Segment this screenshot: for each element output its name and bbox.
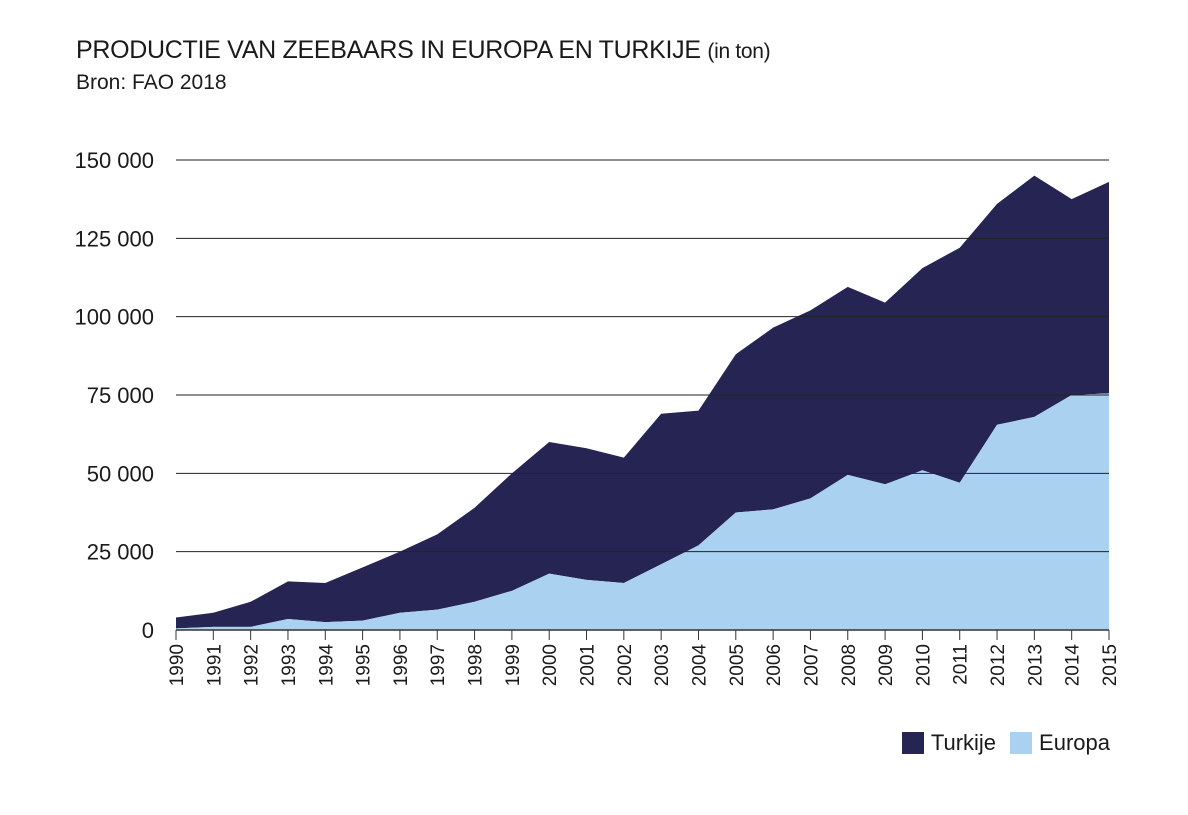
- legend-item-europa: Europa: [1010, 730, 1110, 756]
- x-tick-label: 2011: [951, 644, 972, 685]
- x-tick-label: 1995: [354, 644, 375, 686]
- y-tick-label: 125 000: [74, 226, 154, 251]
- y-tick-label: 25 000: [87, 540, 154, 565]
- legend-label-turkije: Turkije: [930, 730, 997, 755]
- x-tick-label: 2000: [540, 644, 561, 686]
- legend-swatch-turkije: [901, 732, 924, 754]
- chart-source: Bron: FAO 2018: [76, 71, 227, 94]
- chart-title-unit: (in ton): [707, 40, 771, 63]
- legend-item-turkije: Turkije: [901, 730, 997, 756]
- chart-title: PRODUCTIE VAN ZEEBAARS IN EUROPA EN TURK…: [76, 34, 771, 68]
- x-tick-label: 1999: [503, 644, 524, 686]
- x-tick-label: 1997: [428, 644, 449, 686]
- x-tick-label: 1996: [391, 644, 412, 686]
- y-tick-label: 100 000: [74, 305, 154, 330]
- x-tick-label: 2015: [1100, 644, 1121, 686]
- x-tick-label: 2007: [801, 644, 822, 686]
- x-tick-label: 1992: [242, 644, 263, 686]
- legend-swatch-europa: [1010, 732, 1033, 754]
- series-area-turkije: [176, 175, 1109, 629]
- x-tick-label: 1998: [466, 644, 487, 686]
- series-area-europa: [176, 393, 1109, 630]
- x-tick-label: 2001: [578, 644, 599, 686]
- y-tick-label: 0: [142, 618, 154, 643]
- x-tick-label: 1990: [167, 644, 188, 686]
- x-tick-label: 2010: [913, 644, 934, 686]
- x-tick-label: 1993: [279, 644, 300, 686]
- x-tick-label: 2003: [652, 644, 673, 686]
- x-tick-label: 2005: [727, 644, 748, 686]
- x-tick-label: 2013: [1025, 644, 1046, 686]
- title-block: PRODUCTIE VAN ZEEBAARS IN EUROPA EN TURK…: [76, 34, 771, 98]
- y-tick-label: 50 000: [87, 461, 154, 486]
- x-tick-label: 2008: [839, 644, 860, 686]
- x-tick-label: 2002: [615, 644, 636, 686]
- chart-title-text: PRODUCTIE VAN ZEEBAARS IN EUROPA EN TURK…: [76, 36, 701, 64]
- y-tick-label: 75 000: [87, 383, 154, 408]
- x-tick-label: 2004: [689, 644, 710, 687]
- y-tick-label: 150 000: [74, 148, 154, 173]
- x-tick-label: 2009: [876, 644, 897, 686]
- legend: Turkije Europa: [896, 730, 1110, 756]
- legend-label-europa: Europa: [1039, 730, 1110, 755]
- x-tick-label: 2006: [764, 644, 785, 686]
- x-tick-label: 1991: [204, 644, 225, 686]
- x-tick-label: 2014: [1063, 644, 1084, 687]
- x-tick-label: 1994: [316, 644, 337, 687]
- x-tick-label: 2012: [988, 644, 1009, 686]
